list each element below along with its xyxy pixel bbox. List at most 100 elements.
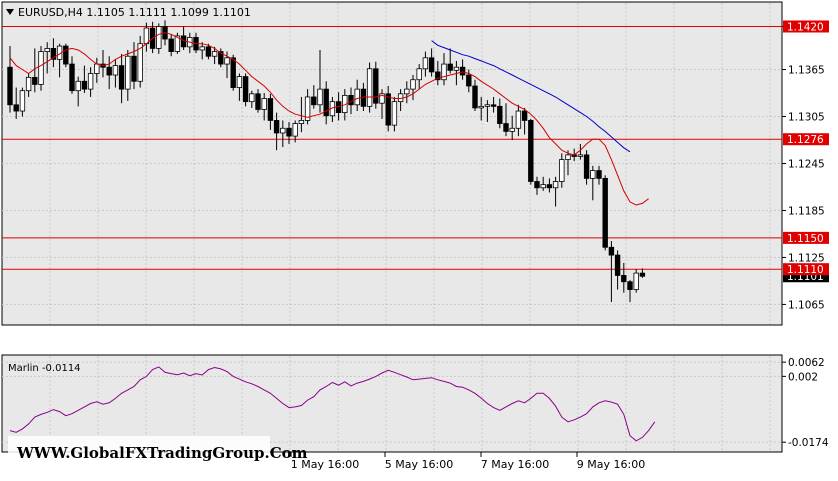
candle (509, 115, 515, 141)
time-tick-label: 5 May 16:00 (385, 458, 453, 471)
indicator-tick-label: 0.0062 (788, 357, 825, 369)
candle-body (236, 76, 243, 88)
candle-body (633, 272, 639, 290)
indicator-tick-label: 0.002 (788, 371, 818, 383)
oscillator (9, 366, 656, 442)
candle-body (311, 96, 317, 106)
candle-body (38, 51, 44, 85)
candle (273, 112, 280, 151)
price-tick-label: 1.1305 (788, 112, 825, 124)
candle (391, 96, 398, 132)
candle (422, 51, 429, 77)
candle-body (515, 110, 522, 129)
candle (236, 73, 243, 101)
candle (69, 56, 75, 94)
candle (280, 120, 286, 148)
candle-body (304, 96, 311, 121)
symbol-info: EURUSD,H4 1.1105 1.1111 1.1099 1.1101 (18, 6, 251, 19)
candle (81, 65, 88, 94)
candle-body (261, 98, 267, 110)
candle-body (317, 88, 323, 106)
candle (552, 176, 559, 207)
candle (472, 79, 478, 112)
candle-body (230, 57, 236, 88)
candle-body (174, 35, 181, 52)
ma-line (431, 40, 631, 153)
candle (490, 96, 497, 113)
candle (323, 81, 329, 125)
candle-body (298, 120, 305, 124)
candle-body (32, 76, 38, 85)
candle-body (131, 55, 137, 82)
indicator-tick-label: -0.0174 (788, 437, 829, 449)
price-axis: 1.14201.13651.13051.12451.11851.11251.11… (782, 20, 829, 311)
candle (242, 73, 249, 107)
level-price-label: 1.1110 (787, 264, 824, 276)
candle-body (559, 159, 565, 182)
candle (366, 62, 373, 113)
time-tick-label: 1 May 16:00 (291, 458, 359, 471)
candle (112, 59, 119, 88)
candle-body (94, 63, 100, 74)
candle (106, 56, 112, 90)
time-axis: 1 May 16:00 5 May 16:00 7 May 16:00 9 May 1… (290, 452, 645, 471)
candle (63, 43, 69, 68)
candle-body (87, 73, 94, 90)
candle (515, 104, 522, 137)
candle-body (410, 79, 416, 90)
candle-body (534, 181, 540, 189)
candle (13, 87, 19, 119)
candle-body (509, 127, 515, 132)
candle-body (428, 57, 435, 73)
candle (38, 46, 44, 91)
candle-body (385, 93, 391, 126)
candle-body (379, 93, 385, 104)
candle-body (267, 98, 274, 121)
candle-body (621, 275, 627, 283)
candle-body (63, 45, 69, 65)
candle (255, 89, 261, 113)
candle-body (404, 88, 410, 95)
candle (379, 89, 385, 119)
candle (540, 176, 546, 191)
candle (354, 79, 360, 112)
candle (211, 46, 218, 65)
candle (478, 96, 484, 121)
candle (416, 64, 422, 90)
candle (410, 75, 416, 101)
candle-body (137, 43, 143, 82)
candle (590, 165, 596, 201)
candle-body (44, 48, 50, 52)
level-price-label: 1.1276 (787, 134, 824, 146)
candle (44, 42, 50, 74)
dropdown-arrow-icon[interactable] (6, 9, 14, 15)
candle-body (211, 51, 218, 57)
candle-body (466, 74, 472, 87)
candle-body (242, 76, 249, 103)
candle (484, 100, 491, 123)
candle-body (50, 48, 57, 60)
candle-body (348, 94, 354, 106)
candle (503, 103, 509, 137)
candle (633, 269, 639, 293)
level-price-label: 1.1150 (787, 233, 824, 245)
candle (428, 48, 435, 77)
candle-body (143, 27, 150, 45)
candle-body (7, 66, 13, 106)
price-tick-label: 1.1365 (788, 65, 825, 77)
candle-body (354, 88, 360, 106)
candle-body (521, 110, 528, 121)
candle (205, 43, 212, 60)
candle-body (249, 93, 255, 103)
candle (546, 178, 553, 193)
candle (168, 34, 174, 57)
candle (627, 280, 633, 303)
candle-body (69, 63, 75, 92)
candle-body (453, 66, 460, 71)
candle-body (608, 246, 615, 256)
candle-body (373, 68, 379, 104)
candle (608, 241, 615, 303)
candle (441, 53, 447, 86)
candle-body (273, 120, 280, 134)
candle (404, 81, 410, 104)
